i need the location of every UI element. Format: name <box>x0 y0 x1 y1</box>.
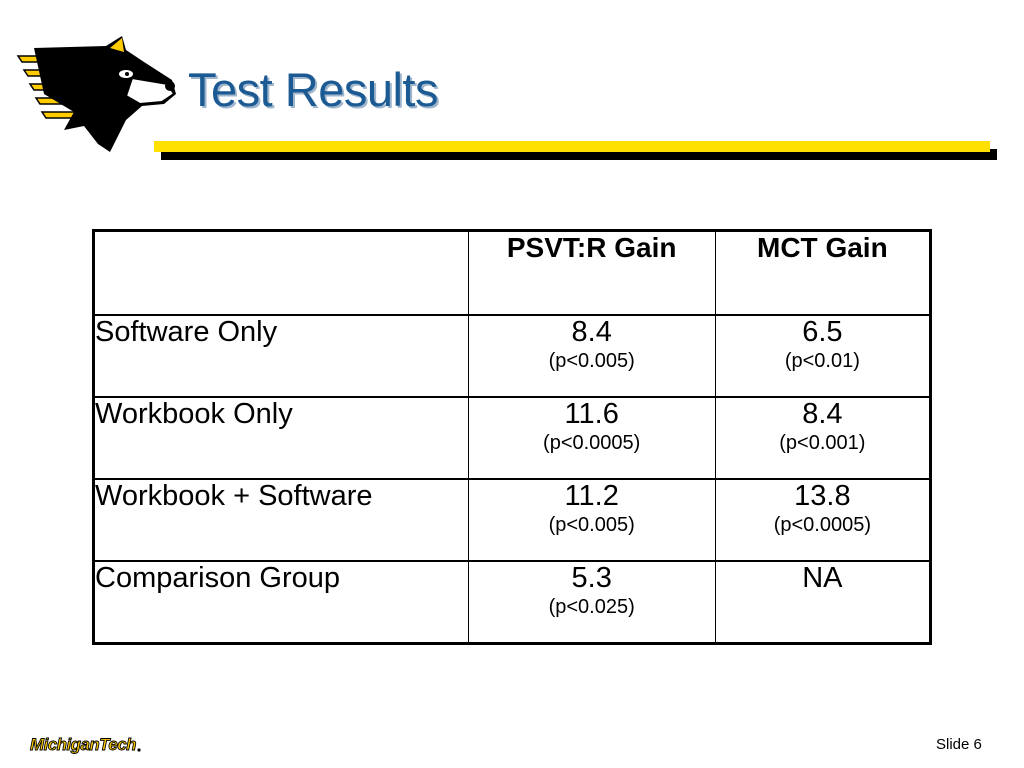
row-label: Comparison Group <box>92 560 469 645</box>
psvt-cell: 5.3 (p<0.025) <box>467 560 716 645</box>
slide-number: Slide 6 <box>936 736 982 753</box>
row-label: Software Only <box>92 314 469 398</box>
title-underline-shadow <box>161 149 997 160</box>
mct-p-value: (p<0.01) <box>784 350 860 372</box>
slide-title: Test Results <box>188 63 438 116</box>
table-row: Workbook + Software 11.2 (p<0.005) 13.8 … <box>92 478 933 562</box>
header-cell-empty <box>92 229 469 316</box>
svg-text:MichiganTech: MichiganTech <box>30 735 136 754</box>
mct-cell: 13.8 (p<0.0005) <box>714 478 933 562</box>
header-cell-psvt-gain: PSVT:R Gain <box>467 229 716 316</box>
title-underline-bar <box>154 141 990 152</box>
mct-p-value: (p<0.001) <box>779 432 866 454</box>
mct-p-value: (p<0.0005) <box>773 514 871 536</box>
row-label: Workbook + Software <box>92 478 469 562</box>
psvt-value: 5.3 <box>571 562 612 594</box>
mct-cell: 6.5 (p<0.01) <box>714 314 933 398</box>
mct-value: NA <box>802 562 843 594</box>
table-row: Software Only 8.4 (p<0.005) 6.5 (p<0.01) <box>92 314 933 398</box>
mct-value: 13.8 <box>794 480 851 512</box>
psvt-p-value: (p<0.005) <box>548 514 635 536</box>
psvt-cell: 11.6 (p<0.0005) <box>467 396 716 480</box>
husky-mascot-logo-icon <box>16 36 176 152</box>
psvt-value: 11.2 <box>564 480 619 512</box>
michigan-tech-wordmark-icon: MichiganTech <box>30 735 141 754</box>
header-cell-mct-gain: MCT Gain <box>714 229 933 316</box>
psvt-value: 11.6 <box>564 398 619 430</box>
mct-value: 6.5 <box>802 316 843 348</box>
table-header-row: PSVT:R Gain MCT Gain <box>92 229 933 316</box>
table-row: Workbook Only 11.6 (p<0.0005) 8.4 (p<0.0… <box>92 396 933 480</box>
psvt-value: 8.4 <box>571 316 612 348</box>
psvt-p-value: (p<0.0005) <box>543 432 641 454</box>
psvt-p-value: (p<0.025) <box>548 596 635 618</box>
psvt-cell: 8.4 (p<0.005) <box>467 314 716 398</box>
mct-cell: 8.4 (p<0.001) <box>714 396 933 480</box>
table-row: Comparison Group 5.3 (p<0.025) NA <box>92 560 933 645</box>
mct-value: 8.4 <box>802 398 843 430</box>
row-label: Workbook Only <box>92 396 469 480</box>
results-table: PSVT:R Gain MCT Gain Software Only 8.4 (… <box>92 229 933 645</box>
psvt-p-value: (p<0.005) <box>548 350 635 372</box>
mct-cell: NA <box>714 560 933 645</box>
psvt-cell: 11.2 (p<0.005) <box>467 478 716 562</box>
